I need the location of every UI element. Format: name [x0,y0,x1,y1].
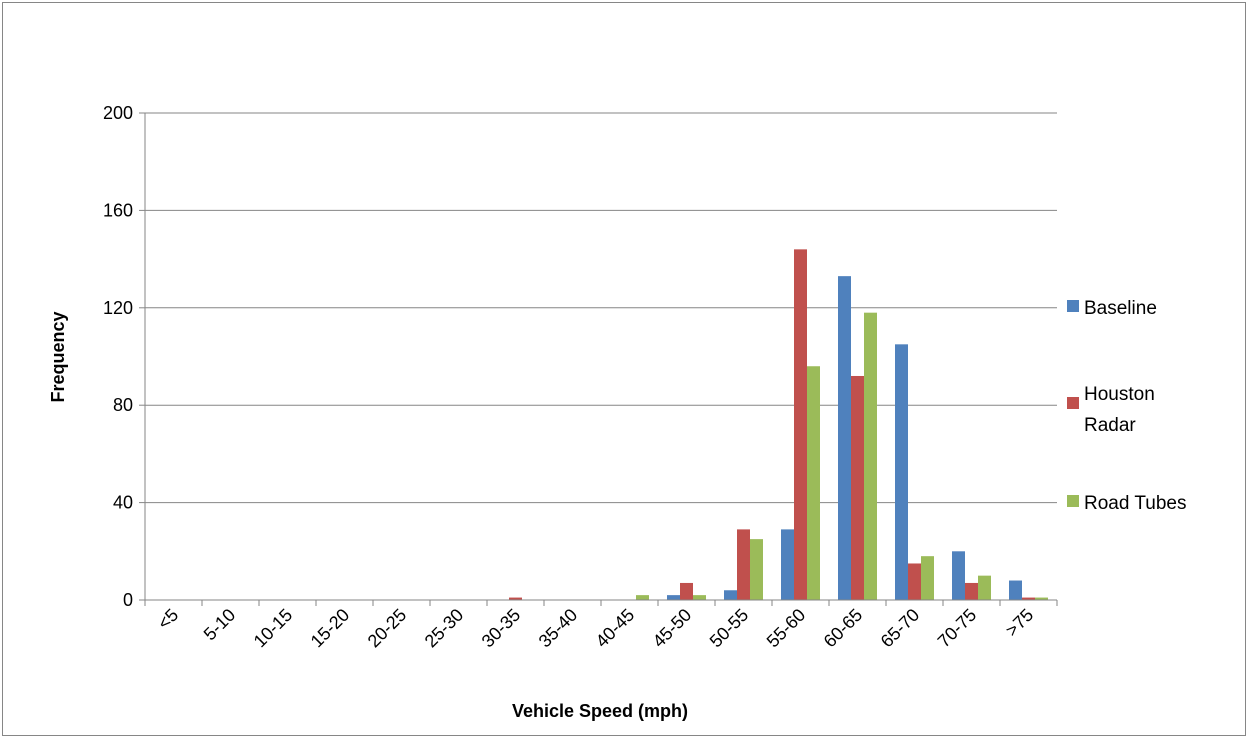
legend-swatch [1067,397,1079,409]
x-tick-label: 10-15 [250,605,297,652]
bar [781,529,794,600]
bar [895,344,908,600]
bar [978,575,991,600]
axes [139,112,1058,606]
x-tick-label: 50-55 [706,605,753,652]
y-axis-title: Frequency [48,311,68,402]
legend: Baseline Houston Radar Road Tubes [1067,298,1186,514]
x-tick-label: 25-30 [421,605,468,652]
bar [1009,580,1022,600]
legend-label: Road Tubes [1084,493,1186,514]
bar [667,595,680,600]
bar [838,276,851,600]
bar [908,563,921,600]
bar [1035,597,1048,600]
bar [680,582,693,600]
x-tick-label: 15-20 [307,605,354,652]
y-tick-label: 40 [113,493,133,513]
bar [851,375,864,600]
bar [965,582,978,600]
x-tick-label: 40-45 [592,605,639,652]
y-tick-label: 120 [103,298,133,318]
bar [864,312,877,600]
x-tick-label: 70-75 [934,605,981,652]
x-tick-label: 30-35 [478,605,525,652]
x-tick-label: 65-70 [877,605,924,652]
legend-label: Baseline [1084,298,1157,319]
legend-label: Houston Radar [1084,384,1155,436]
bars [509,249,1048,601]
y-tick-label: 200 [103,103,133,123]
y-tick-label: 160 [103,200,133,220]
x-tick-label: 45-50 [649,605,696,652]
x-tick-label: <5 [154,605,183,634]
bar [750,539,763,600]
bar [952,551,965,600]
x-axis-title: Vehicle Speed (mph) [512,701,688,721]
bar [1022,597,1035,600]
legend-swatch [1067,300,1079,312]
bar [636,595,649,600]
gridlines [145,112,1057,504]
x-tick-label: 60-65 [820,605,867,652]
x-tick-label: >75 [1002,605,1038,641]
x-tick-labels: <5 5-10 10-15 15-20 20-25 25-30 30-35 35-40 40-4… [154,605,1038,652]
bar [724,590,737,600]
x-tick-label: 5-10 [200,605,240,645]
bar [794,249,807,601]
x-tick-label: 55-60 [763,605,810,652]
bar [509,597,522,600]
y-tick-labels: 0 40 80 120 160 200 [103,103,133,610]
y-tick-label: 0 [123,590,133,610]
bar [807,366,820,600]
bar [737,529,750,600]
x-tick-label: 35-40 [535,605,582,652]
y-tick-label: 80 [113,395,133,415]
bar [921,556,934,600]
x-tick-label: 20-25 [364,605,411,652]
bar [693,595,706,600]
legend-swatch [1067,495,1079,507]
